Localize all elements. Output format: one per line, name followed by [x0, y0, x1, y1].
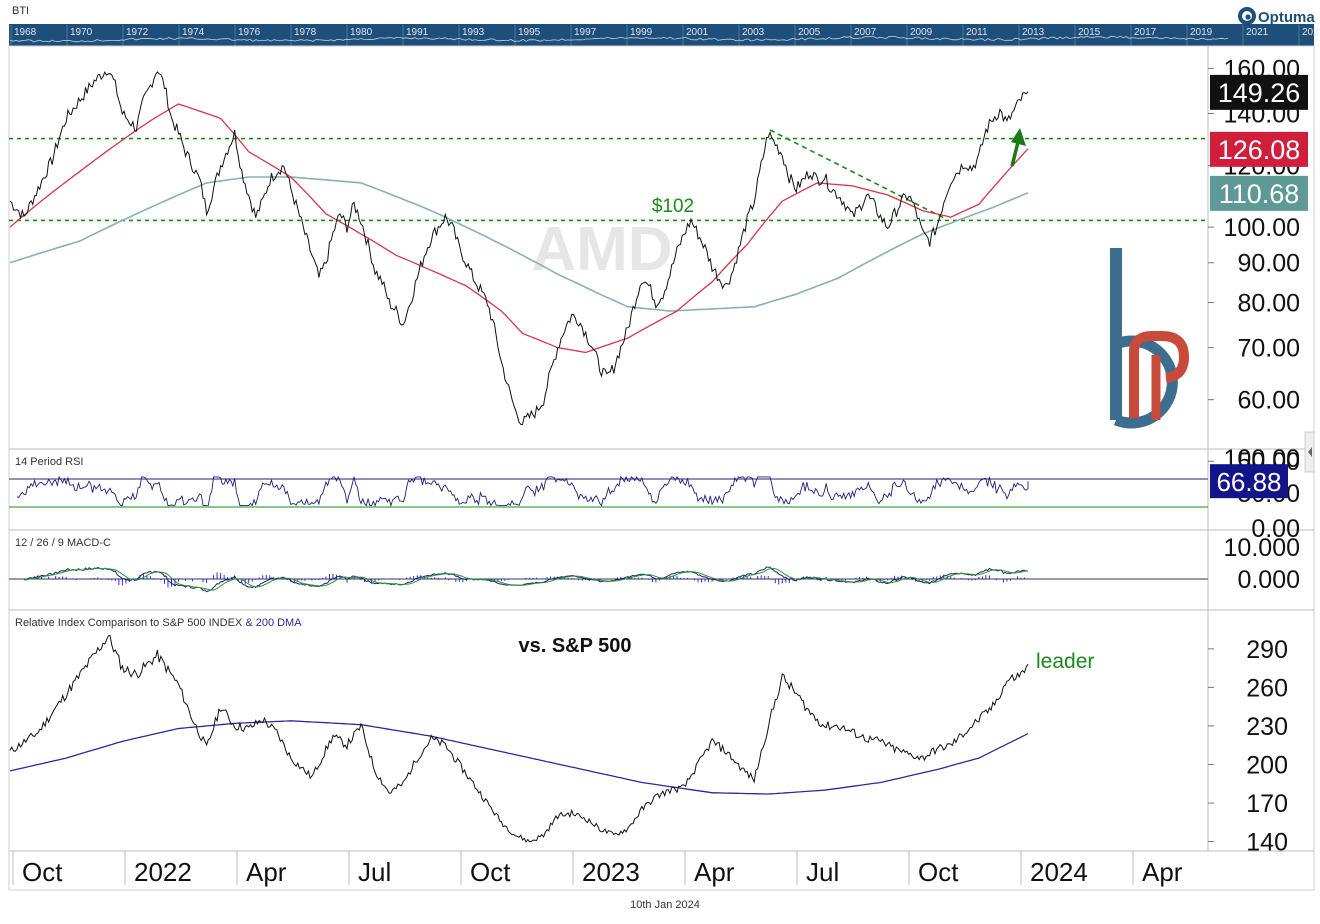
time-tick-label: Apr — [1142, 857, 1183, 887]
last-value-label: 126.08 — [1218, 135, 1301, 165]
relative-tick-label: 290 — [1246, 636, 1288, 664]
rsi-value-badge: 66.88 — [1210, 464, 1288, 499]
overview-year: 1995 — [518, 27, 541, 38]
overview-year: 1970 — [70, 27, 93, 38]
last-value-badge — [1210, 131, 1308, 167]
overview-year: 2009 — [910, 27, 933, 38]
overview-year: 2003 — [742, 27, 765, 38]
time-axis-ticks: Oct 2022 Apr Jul Oct 2023 Apr Jul Oct 2024 Apr — [12, 851, 1183, 887]
relative-tick-label: 230 — [1246, 713, 1288, 741]
ticker-watermark: AMD — [531, 215, 672, 284]
overview-year: 1991 — [406, 27, 429, 38]
time-tick-label: Oct — [918, 857, 959, 887]
relative-axis-ticks: 290 260 230 200 170 140 — [1208, 636, 1288, 857]
rsi-line — [16, 475, 1029, 508]
last-value-label: 110.68 — [1219, 179, 1300, 209]
breakout-arrow-icon — [1010, 128, 1026, 167]
rsi-value-label: 66.88 — [1216, 467, 1281, 497]
optuma-logo-text: Optuma — [1258, 9, 1315, 26]
time-tick-label: Oct — [470, 857, 511, 887]
last-value-badge — [1210, 175, 1308, 211]
macd-signal-line — [24, 567, 1029, 591]
overview-year: 1978 — [294, 27, 317, 38]
overview-year: 2023 — [1302, 27, 1320, 38]
price-tick-label: 70.00 — [1237, 335, 1300, 363]
relative-ma200-line — [9, 720, 1029, 795]
overview-year: 2013 — [1022, 27, 1045, 38]
time-tick-label: Apr — [694, 857, 735, 887]
overview-year: 2001 — [686, 27, 709, 38]
time-tick-label: Jul — [806, 857, 839, 887]
macd-tick-label: 10.000 — [1224, 534, 1300, 562]
overview-year: 2007 — [854, 27, 877, 38]
relative-subtitle: vs. S&P 500 — [518, 635, 631, 657]
overview-sparkline — [9, 35, 1229, 43]
overview-year: 2011 — [966, 27, 988, 38]
overview-year: 2017 — [1134, 27, 1157, 38]
last-value-label: 149.26 — [1218, 78, 1301, 108]
overview-year: 1974 — [182, 27, 205, 38]
overview-year: 1980 — [350, 27, 373, 38]
overview-year: 1999 — [630, 27, 653, 38]
relative-tick-label: 170 — [1246, 790, 1288, 818]
price-axis-ticks: 160.00140.00120.00100.0090.0080.0070.006… — [1208, 55, 1300, 476]
overview-year: 1968 — [14, 27, 37, 38]
price-tick-label: 100.00 — [1224, 214, 1300, 242]
macd-line — [23, 566, 1028, 593]
rsi-title: 14 Period RSI — [15, 456, 83, 468]
brand-logo — [1110, 248, 1190, 429]
relative-line — [9, 635, 1029, 843]
overview-year: 1972 — [126, 27, 149, 38]
time-tick-label: Oct — [22, 857, 63, 887]
overview-year: 2005 — [798, 27, 821, 38]
price-tick-label: 60.00 — [1237, 387, 1300, 415]
time-tick-label: Apr — [246, 857, 287, 887]
overview-year: 2015 — [1078, 27, 1101, 38]
rsi-tick-label: 0.00 — [1251, 515, 1300, 543]
overview-year: 1993 — [462, 27, 485, 38]
time-tick-label: 2023 — [582, 857, 640, 887]
price-tick-label: 90.00 — [1237, 250, 1300, 278]
relative-tick-label: 140 — [1246, 829, 1288, 857]
overview-band[interactable] — [9, 24, 1314, 46]
price-tick-label: 80.00 — [1237, 290, 1300, 318]
time-tick-label: 2022 — [134, 857, 192, 887]
downtrend-line — [769, 129, 945, 219]
macd-axis-ticks: 10.000 0.000 — [1224, 534, 1300, 594]
overview-year: 2019 — [1190, 27, 1213, 38]
overview-year: 1976 — [238, 27, 261, 38]
optuma-logo: Optuma — [1238, 7, 1315, 26]
relative-tick-label: 260 — [1246, 674, 1288, 702]
overview-year: 2021 — [1246, 27, 1269, 38]
relative-tick-label: 200 — [1246, 751, 1288, 779]
relative-title: Relative Index Comparison to S&P 500 IND… — [15, 617, 302, 629]
last-value-badges: 149.26 126.08 110.68 — [1210, 74, 1308, 211]
price-line — [9, 71, 1029, 426]
overview-year: 1997 — [574, 27, 597, 38]
rsi-value-box — [1210, 464, 1288, 499]
scroll-left-icon[interactable] — [1308, 447, 1312, 457]
support-annotation: $102 — [652, 196, 694, 217]
footer-date: 10th Jan 2024 — [630, 899, 700, 911]
time-tick-label: 2024 — [1030, 857, 1088, 887]
price-ma50-line — [9, 103, 1029, 354]
header-tag: BTI — [12, 5, 29, 17]
macd-title: 12 / 26 / 9 MACD-C — [15, 537, 111, 549]
overview-year-labels: 1968 1970 1972 1974 1976 1978 1980 1991 1993 1995… — [10, 25, 1320, 46]
last-value-badge — [1210, 74, 1308, 110]
macd-tick-label: 0.000 — [1237, 566, 1300, 594]
panel-scroll-handle[interactable] — [1304, 431, 1315, 473]
leader-annotation: leader — [1036, 650, 1094, 673]
price-ma200-line — [9, 176, 1029, 312]
time-tick-label: Jul — [358, 857, 391, 887]
chart-frame — [8, 45, 1315, 891]
